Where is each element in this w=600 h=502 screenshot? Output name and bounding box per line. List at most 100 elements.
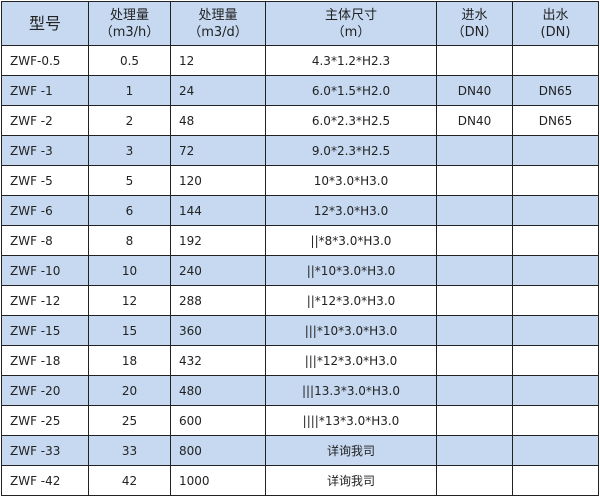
cell-flow-daily: 432 <box>170 345 266 376</box>
cell-inlet <box>436 405 513 436</box>
cell-inlet <box>436 285 513 316</box>
cell-flow-daily: 1000 <box>170 465 266 496</box>
cell-flow-hourly: 1 <box>88 75 171 106</box>
cell-flow-daily: 480 <box>170 375 266 406</box>
cell-outlet <box>512 405 599 436</box>
cell-model: ZWF -6 <box>1 195 89 226</box>
cell-body-size: ||*12*3.0*H3.0 <box>265 285 437 316</box>
cell-inlet <box>436 195 513 226</box>
header-inlet: 进水 （DN） <box>436 1 513 46</box>
cell-flow-daily: 192 <box>170 225 266 256</box>
cell-body-size: 10*3.0*H3.0 <box>265 165 437 196</box>
cell-outlet <box>512 345 599 376</box>
cell-model: ZWF -12 <box>1 285 89 316</box>
header-unit: （m3/h） <box>99 24 160 40</box>
cell-model: ZWF -15 <box>1 315 89 346</box>
table-row: ZWF -1 1 24 6.0*1.5*H2.0 DN40 DN65 <box>1 75 599 106</box>
cell-outlet <box>512 255 599 286</box>
cell-inlet <box>436 315 513 346</box>
cell-inlet <box>436 45 513 76</box>
cell-body-size: 详询我司 <box>265 465 437 496</box>
header-model: 型号 <box>1 1 89 46</box>
cell-flow-hourly: 15 <box>88 315 171 346</box>
header-unit: （DN） <box>451 24 498 40</box>
cell-body-size: |||*12*3.0*H3.0 <box>265 345 437 376</box>
table-row: ZWF -10 10 240 ||*10*3.0*H3.0 <box>1 255 599 286</box>
header-body-size: 主体尺寸 （m） <box>265 1 437 46</box>
cell-outlet: DN65 <box>512 75 599 106</box>
cell-flow-hourly: 6 <box>88 195 171 226</box>
cell-flow-daily: 360 <box>170 315 266 346</box>
cell-flow-hourly: 25 <box>88 405 171 436</box>
cell-outlet <box>512 375 599 406</box>
cell-model: ZWF -8 <box>1 225 89 256</box>
table-row: ZWF -33 33 800 详询我司 <box>1 435 599 466</box>
cell-flow-hourly: 0.5 <box>88 45 171 76</box>
table-row: ZWF -2 2 48 6.0*2.3*H2.5 DN40 DN65 <box>1 105 599 136</box>
header-label: 进水 <box>461 7 488 23</box>
cell-flow-hourly: 42 <box>88 465 171 496</box>
table-row: ZWF -18 18 432 |||*12*3.0*H3.0 <box>1 345 599 376</box>
cell-model: ZWF-0.5 <box>1 45 89 76</box>
cell-flow-hourly: 8 <box>88 225 171 256</box>
cell-model: ZWF -1 <box>1 75 89 106</box>
header-label: 处理量 <box>109 7 149 23</box>
cell-inlet: DN40 <box>436 105 513 136</box>
cell-inlet <box>436 465 513 496</box>
header-unit: （m3/d） <box>188 24 248 40</box>
table-row: ZWF -25 25 600 ||||*13*3.0*H3.0 <box>1 405 599 436</box>
cell-flow-daily: 144 <box>170 195 266 226</box>
cell-inlet <box>436 255 513 286</box>
header-unit: （m） <box>331 24 371 40</box>
cell-outlet <box>512 165 599 196</box>
cell-outlet <box>512 45 599 76</box>
cell-body-size: ||*8*3.0*H3.0 <box>265 225 437 256</box>
cell-model: ZWF -20 <box>1 375 89 406</box>
table-row: ZWF -12 12 288 ||*12*3.0*H3.0 <box>1 285 599 316</box>
cell-body-size: |||13.3*3.0*H3.0 <box>265 375 437 406</box>
cell-flow-hourly: 3 <box>88 135 171 166</box>
table-row: ZWF -6 6 144 12*3.0*H3.0 <box>1 195 599 226</box>
cell-model: ZWF -18 <box>1 345 89 376</box>
cell-model: ZWF -10 <box>1 255 89 286</box>
cell-model: ZWF -42 <box>1 465 89 496</box>
cell-outlet <box>512 285 599 316</box>
table-row: ZWF -42 42 1000 详询我司 <box>1 465 599 496</box>
cell-flow-daily: 12 <box>170 45 266 76</box>
cell-outlet <box>512 465 599 496</box>
cell-body-size: 6.0*1.5*H2.0 <box>265 75 437 106</box>
cell-model: ZWF -3 <box>1 135 89 166</box>
cell-inlet <box>436 135 513 166</box>
table-row: ZWF -20 20 480 |||13.3*3.0*H3.0 <box>1 375 599 406</box>
header-row: 型号 处理量 （m3/h） 处理量 （m3/d） 主体尺寸 （m） 进水 （DN） 出水 (DN) <box>1 1 599 46</box>
cell-flow-hourly: 18 <box>88 345 171 376</box>
cell-model: ZWF -5 <box>1 165 89 196</box>
header-unit: (DN) <box>540 24 571 40</box>
cell-flow-daily: 600 <box>170 405 266 436</box>
cell-inlet <box>436 345 513 376</box>
cell-outlet: DN65 <box>512 105 599 136</box>
cell-flow-hourly: 5 <box>88 165 171 196</box>
cell-flow-daily: 24 <box>170 75 266 106</box>
header-label: 型号 <box>28 14 61 33</box>
cell-model: ZWF -33 <box>1 435 89 466</box>
header-label: 处理量 <box>198 7 238 23</box>
cell-outlet <box>512 435 599 466</box>
cell-inlet <box>436 225 513 256</box>
cell-flow-hourly: 20 <box>88 375 171 406</box>
cell-inlet <box>436 435 513 466</box>
table-row: ZWF -3 3 72 9.0*2.3*H2.5 <box>1 135 599 166</box>
cell-body-size: |||*10*3.0*H3.0 <box>265 315 437 346</box>
table-row: ZWF -8 8 192 ||*8*3.0*H3.0 <box>1 225 599 256</box>
cell-body-size: ||||*13*3.0*H3.0 <box>265 405 437 436</box>
header-flow-daily: 处理量 （m3/d） <box>170 1 266 46</box>
header-label: 出水 <box>542 7 569 23</box>
cell-inlet: DN40 <box>436 75 513 106</box>
cell-body-size: 详询我司 <box>265 435 437 466</box>
table-row: ZWF -5 5 120 10*3.0*H3.0 <box>1 165 599 196</box>
cell-body-size: ||*10*3.0*H3.0 <box>265 255 437 286</box>
cell-body-size: 4.3*1.2*H2.3 <box>265 45 437 76</box>
cell-body-size: 6.0*2.3*H2.5 <box>265 105 437 136</box>
cell-flow-daily: 72 <box>170 135 266 166</box>
